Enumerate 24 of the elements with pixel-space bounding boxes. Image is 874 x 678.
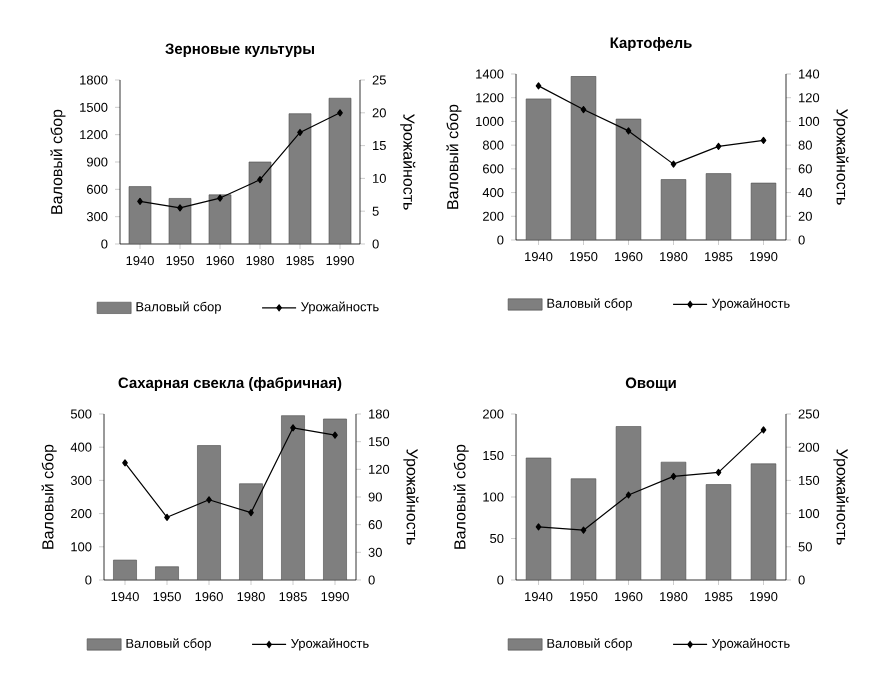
point bbox=[177, 204, 183, 212]
point bbox=[535, 523, 542, 531]
point bbox=[715, 468, 722, 477]
point bbox=[337, 109, 343, 117]
point bbox=[715, 142, 722, 150]
point bbox=[206, 496, 212, 504]
point bbox=[625, 491, 632, 499]
point bbox=[257, 176, 263, 184]
point bbox=[248, 509, 254, 517]
point bbox=[290, 424, 296, 432]
point bbox=[137, 197, 143, 205]
point bbox=[217, 194, 223, 202]
point bbox=[670, 160, 677, 168]
point bbox=[760, 426, 767, 434]
point bbox=[164, 513, 170, 521]
point bbox=[332, 431, 338, 439]
point bbox=[670, 472, 677, 481]
point bbox=[580, 105, 587, 114]
point bbox=[625, 127, 632, 135]
point bbox=[760, 136, 767, 144]
point bbox=[535, 82, 542, 90]
point bbox=[297, 128, 303, 137]
point bbox=[122, 459, 128, 467]
point bbox=[580, 526, 587, 534]
